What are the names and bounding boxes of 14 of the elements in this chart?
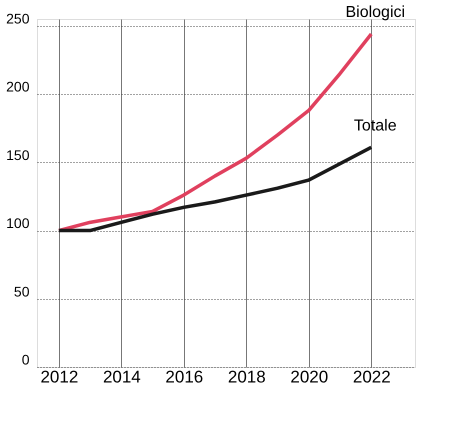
x-tick-label: 2014 [102,368,141,386]
x-tick-label: 2016 [165,368,204,386]
series-label: Biologici [345,4,406,22]
x-tick-label: 2020 [290,368,328,386]
y-tick-label: 150 [6,146,30,163]
y-tick-label: 250 [6,10,30,26]
x-tick-label: 2018 [228,368,266,386]
series-label: Totale [354,117,397,134]
y-tick-label: 50 [14,283,30,300]
y-tick-label: 200 [6,78,30,95]
y-tick-label: 100 [6,215,30,232]
y-tick-label: 0 [22,352,30,368]
x-tick-label: 2022 [352,368,391,386]
x-tick-label: 2012 [40,368,78,386]
